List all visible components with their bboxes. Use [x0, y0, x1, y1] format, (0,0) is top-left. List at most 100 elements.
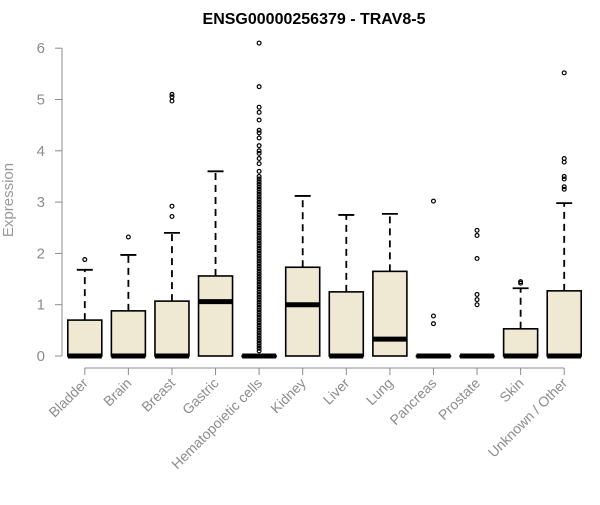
outlier-point — [256, 281, 262, 287]
outlier-point — [256, 327, 262, 333]
outlier-point — [256, 194, 262, 200]
outlier-point — [474, 232, 480, 238]
outlier-point — [256, 291, 262, 297]
outlier-point — [256, 212, 262, 218]
box-iqr — [328, 291, 365, 357]
outlier-point — [256, 173, 262, 179]
outlier-point — [169, 213, 175, 219]
outlier-point — [256, 271, 262, 277]
x-tick-label: Skin — [496, 375, 527, 406]
outlier-point — [256, 148, 262, 154]
outlier-point — [561, 176, 567, 182]
outlier-point — [256, 338, 262, 344]
outlier-point — [256, 238, 262, 244]
outlier-point — [256, 261, 262, 267]
outlier-point — [256, 186, 262, 192]
x-tick-label: Kidney — [267, 375, 309, 417]
outlier-point — [256, 297, 262, 303]
outlier-point — [256, 127, 262, 133]
outlier-point — [169, 91, 175, 97]
outlier-point — [256, 343, 262, 349]
outlier-point — [256, 284, 262, 290]
outlier-point — [256, 248, 262, 254]
outlier-point — [256, 227, 262, 233]
outlier-point — [125, 234, 131, 240]
outlier-point — [256, 245, 262, 251]
outlier-point — [256, 266, 262, 272]
outlier-point — [256, 304, 262, 310]
outlier-point — [256, 181, 262, 187]
y-tick-label: 0 — [37, 348, 45, 365]
box-iqr — [546, 290, 583, 357]
outlier-point — [474, 256, 480, 262]
outlier-point — [256, 312, 262, 318]
outlier-point — [256, 263, 262, 269]
box-group — [328, 214, 365, 359]
outlier-point — [256, 325, 262, 331]
outlier-point — [256, 230, 262, 236]
outlier-point — [256, 135, 262, 141]
outlier-point — [256, 302, 262, 308]
outlier-point — [256, 330, 262, 336]
outlier-point — [518, 279, 524, 285]
x-tick-label: Brain — [100, 375, 134, 409]
outlier-point — [256, 232, 262, 238]
outlier-point — [256, 40, 262, 46]
y-axis: 0 1 2 3 4 5 6 — [37, 40, 63, 365]
y-tick-label: 3 — [37, 194, 45, 211]
outlier-point — [561, 184, 567, 190]
outlier-point — [256, 317, 262, 323]
box-group — [415, 198, 452, 359]
outlier-point — [256, 217, 262, 223]
outlier-point — [256, 204, 262, 210]
outlier-point — [169, 98, 175, 104]
outlier-point — [561, 159, 567, 165]
outlier-point — [256, 199, 262, 205]
x-tick-label: Pancreas — [386, 375, 439, 428]
box-group — [459, 227, 495, 359]
outlier-point — [256, 348, 262, 354]
outlier-point — [169, 94, 175, 100]
box-group — [110, 234, 147, 359]
outlier-point — [474, 227, 480, 233]
outlier-point — [256, 207, 262, 213]
outlier-point — [256, 340, 262, 346]
x-tick-label: Prostate — [435, 375, 483, 423]
outlier-point — [256, 84, 262, 90]
outlier-point — [256, 294, 262, 300]
x-tick-label: Lung — [363, 375, 396, 408]
x-tick-label: Unknown / Other — [485, 375, 571, 461]
outlier-point — [256, 189, 262, 195]
outlier-point — [256, 104, 262, 110]
box-iqr — [197, 275, 234, 357]
outlier-point — [256, 222, 262, 228]
outlier-point — [256, 279, 262, 285]
outlier-point — [256, 214, 262, 220]
outlier-point — [256, 289, 262, 295]
outlier-point — [256, 243, 262, 249]
outlier-point — [256, 150, 262, 156]
outlier-point — [474, 291, 480, 297]
y-tick-label: 5 — [37, 92, 45, 109]
y-tick-label: 6 — [37, 40, 45, 57]
chart-title: ENSG00000256379 - TRAV8-5 — [203, 11, 426, 28]
outlier-point — [256, 315, 262, 321]
outlier-point — [256, 202, 262, 208]
x-tick-label: Bladder — [45, 375, 91, 421]
box-iqr — [110, 310, 147, 357]
box-group — [502, 279, 539, 359]
outlier-point — [256, 143, 262, 149]
outlier-point — [256, 332, 262, 338]
box-iqr — [66, 319, 103, 357]
outlier-point — [256, 299, 262, 305]
outlier-point — [256, 256, 262, 262]
outlier-point — [256, 176, 262, 182]
outlier-point — [256, 268, 262, 274]
outlier-point — [256, 109, 262, 115]
outlier-point — [430, 321, 436, 327]
outlier-point — [256, 250, 262, 256]
outlier-point — [82, 257, 88, 263]
outlier-point — [256, 191, 262, 197]
outlier-point — [256, 322, 262, 328]
